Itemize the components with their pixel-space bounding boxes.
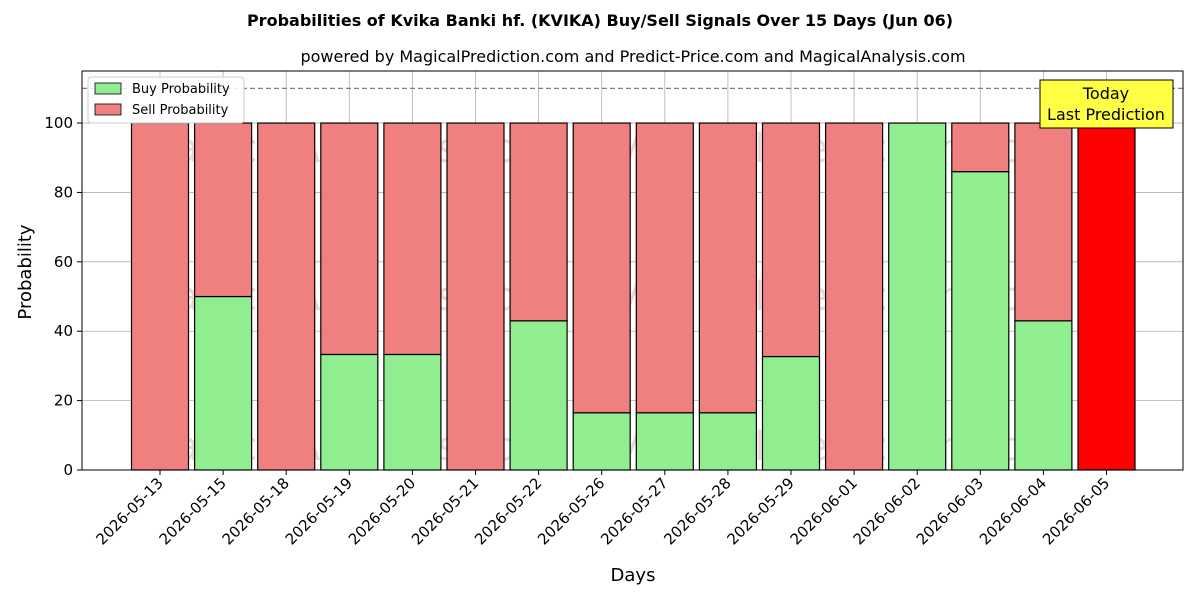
chart-subtitle: powered by MagicalPrediction.com and Pre… xyxy=(300,47,965,66)
bar-sell-2026-05-27 xyxy=(635,122,694,414)
y-tick-label: 0 xyxy=(63,461,73,479)
x-tick-label: 2026-05-18 xyxy=(219,474,293,548)
x-tick-label: 2026-05-13 xyxy=(92,474,166,548)
bar-buy-2026-05-28 xyxy=(698,412,758,471)
bar-sell-2026-06-05 xyxy=(1077,122,1136,471)
plot-frame xyxy=(81,70,1184,471)
x-tick-label: 2026-05-28 xyxy=(660,474,734,548)
bar-sell-2026-06-04 xyxy=(1014,122,1073,322)
legend-swatch-buy xyxy=(94,82,122,95)
bar-buy-2026-06-02 xyxy=(888,122,947,471)
x-tick-label: 2026-05-22 xyxy=(471,474,545,548)
x-tick-label: 2026-06-03 xyxy=(913,474,987,548)
x-tick-label: 2026-05-29 xyxy=(723,474,797,548)
bar-buy-2026-05-29 xyxy=(761,355,821,471)
y-axis-ticks: 0 20 40 60 80 100 xyxy=(44,114,82,479)
bar-sell-2026-05-29 xyxy=(761,122,821,358)
x-tick-label: 2026-06-04 xyxy=(976,474,1050,548)
bars-layer xyxy=(130,122,1136,471)
x-axis-label: Days xyxy=(611,565,656,586)
bar-sell-2026-05-22 xyxy=(509,122,568,322)
bar-buy-2026-05-20 xyxy=(383,353,442,471)
annotation-line-2: Last Prediction xyxy=(1047,105,1165,124)
x-tick-label: 2026-06-02 xyxy=(850,474,924,548)
legend: Buy Probability Sell Probability xyxy=(87,76,245,124)
bar-sell-2026-05-26 xyxy=(572,122,631,414)
bar-sell-2026-05-21 xyxy=(446,122,505,471)
bar-buy-2026-05-19 xyxy=(320,353,379,471)
today-annotation: Today Last Prediction xyxy=(1039,79,1174,129)
bar-buy-2026-05-22 xyxy=(509,320,568,471)
y-tick-label: 60 xyxy=(54,253,73,271)
bar-sell-2026-05-20 xyxy=(383,122,442,356)
x-tick-label: 2026-05-20 xyxy=(345,474,419,548)
annotation-box xyxy=(1039,79,1174,129)
legend-swatch-sell xyxy=(94,103,122,116)
y-axis-label: Probability xyxy=(15,224,36,319)
bar-sell-2026-05-19 xyxy=(320,122,379,356)
bar-sell-2026-05-28 xyxy=(698,122,758,414)
bar-buy-2026-05-15 xyxy=(194,295,253,471)
x-tick-label: 2026-05-19 xyxy=(282,474,356,548)
bar-sell-2026-05-15 xyxy=(194,122,253,298)
bar-buy-2026-05-27 xyxy=(635,412,694,471)
y-tick-label: 80 xyxy=(54,183,73,201)
bar-sell-2026-06-03 xyxy=(951,122,1010,173)
bar-sell-2026-05-18 xyxy=(257,122,316,471)
x-axis-ticks: 2026-05-132026-05-152026-05-182026-05-19… xyxy=(92,470,1113,548)
x-tick-label: 2026-05-21 xyxy=(408,474,482,548)
bar-buy-2026-06-03 xyxy=(951,171,1010,471)
bar-sell-2026-05-13 xyxy=(130,122,190,471)
bar-buy-2026-06-04 xyxy=(1014,320,1073,471)
legend-label-buy: Buy Probability xyxy=(132,82,230,97)
x-tick-label: 2026-06-01 xyxy=(787,474,861,548)
x-tick-label: 2026-05-26 xyxy=(534,474,608,548)
y-tick-label: 100 xyxy=(44,114,73,132)
bar-sell-2026-06-01 xyxy=(824,122,884,471)
x-tick-label: 2026-05-27 xyxy=(597,474,671,548)
annotation-line-1: Today xyxy=(1082,84,1129,103)
x-tick-label: 2026-05-15 xyxy=(156,474,230,548)
y-tick-label: 40 xyxy=(54,322,73,340)
bar-buy-2026-05-26 xyxy=(572,412,631,471)
chart-title: Probabilities of Kvika Banki hf. (KVIKA)… xyxy=(247,11,953,30)
y-tick-label: 20 xyxy=(54,392,73,410)
legend-box xyxy=(87,76,245,124)
x-tick-label: 2026-06-05 xyxy=(1039,474,1113,548)
legend-label-sell: Sell Probability xyxy=(132,103,229,118)
